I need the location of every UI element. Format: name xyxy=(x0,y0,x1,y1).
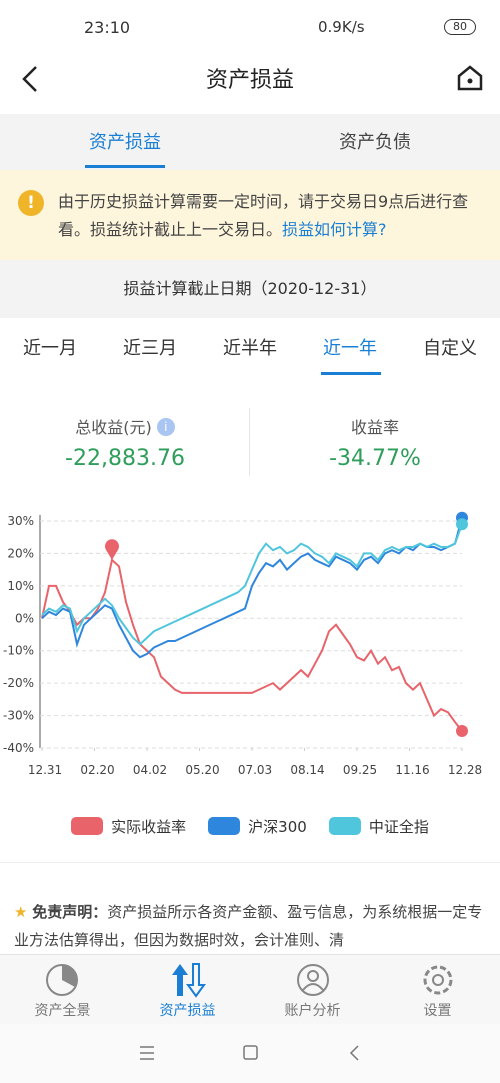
page-title: 资产损益 xyxy=(205,68,294,93)
stat-value: -22,883.76 xyxy=(65,446,185,471)
nav-icon xyxy=(423,965,453,995)
period-tabs: 近一月 近三月 近半年 近一年 自定义 xyxy=(0,334,500,378)
stat-label: 收益率 xyxy=(350,418,399,437)
nav-label[interactable]: 设置 xyxy=(423,1003,452,1019)
x-tick-label: 11.16 xyxy=(395,763,429,777)
legend-label: 沪深300 xyxy=(248,817,307,836)
series-line xyxy=(41,557,463,732)
system-bar xyxy=(0,1024,500,1083)
home-button[interactable] xyxy=(456,64,484,92)
legend-label: 实际收益率 xyxy=(111,817,187,836)
notice-text: 由于历史损益计算需要一定时间，请于交易日9点后进行查看。损益统计截止上一交易日。… xyxy=(58,188,478,244)
notice-body: 由于历史损益计算需要一定时间，请于交易日9点后进行查看。损益统计截止上一交易日。 xyxy=(58,192,469,239)
legend-swatch xyxy=(208,817,241,835)
info-icon[interactable]: i xyxy=(156,418,175,436)
period-tab[interactable]: 近半年 xyxy=(223,338,277,359)
series-line xyxy=(41,517,463,659)
chart: 30% 20% 10% 0% -10% -20% -30% -40% 12.31 02.20 04.… xyxy=(3,511,482,777)
nav-labels: 资产全景 资产损益 账户分析 设置 xyxy=(0,1000,500,1020)
stat-value: -34.77% xyxy=(329,446,421,471)
disclaimer-title: 免责声明： xyxy=(32,903,108,921)
nav-label[interactable]: 账户分析 xyxy=(284,1003,341,1019)
notice-icon: ! xyxy=(18,190,44,216)
tab-indicator xyxy=(85,165,165,168)
notice-link[interactable]: 损益如何计算? xyxy=(282,220,387,239)
legend-item: 沪深300 xyxy=(208,814,307,838)
period-tab[interactable]: 自定义 xyxy=(423,338,477,359)
end-marker xyxy=(456,518,468,531)
x-tick-label: 02.20 xyxy=(80,763,114,777)
stat-divider xyxy=(249,408,250,476)
status-speed: 0.9K/s xyxy=(318,18,365,36)
y-tick-label: -40% xyxy=(3,741,34,755)
nav-icon xyxy=(297,964,329,996)
status-time: 23:10 xyxy=(84,18,131,37)
legend-item: 实际收益率 xyxy=(71,814,186,838)
system-buttons xyxy=(140,1045,359,1061)
y-tick-label: -10% xyxy=(3,644,34,658)
tab-active[interactable]: 资产损益 xyxy=(89,132,161,153)
peak-pin xyxy=(105,539,119,560)
series-line xyxy=(41,523,463,646)
legend-label: 中证全指 xyxy=(368,817,429,836)
tab-bar xyxy=(0,114,500,170)
y-tick-label: 30% xyxy=(7,514,34,528)
x-tick-label: 08.14 xyxy=(290,763,324,777)
legend-item: 中证全指 xyxy=(328,814,429,838)
back-button[interactable] xyxy=(18,64,44,94)
disclaimer: ★ 免责声明：资产损益所示各资产金额、盈亏信息，为系统根据一定专业方法估算得出，… xyxy=(14,898,490,954)
y-tick-label: 20% xyxy=(7,546,34,560)
stat-label-text: 总收益(元) xyxy=(75,418,152,437)
end-marker xyxy=(456,725,468,738)
x-tick-label: 12.31 xyxy=(28,763,62,777)
disclaimer-text: 资产损益所示各资产金额、盈亏信息，为系统根据一定专业方法估算得出，但因为数据时效… xyxy=(14,903,483,949)
stat-label: 总收益(元) i xyxy=(0,414,250,438)
y-tick-label: 10% xyxy=(7,579,34,593)
y-tick-label: -20% xyxy=(3,676,34,690)
nav-label[interactable]: 资产全景 xyxy=(34,1003,91,1019)
period-indicator xyxy=(321,372,381,375)
period-tab[interactable]: 近一年 xyxy=(323,338,377,359)
legend-swatch xyxy=(328,817,361,835)
period-tab[interactable]: 近一月 xyxy=(23,338,77,359)
notice-box xyxy=(0,170,500,260)
bottom-nav xyxy=(0,954,500,1024)
legend-swatch xyxy=(71,817,104,835)
tab[interactable]: 资产负债 xyxy=(339,132,411,153)
legend: 实际收益率 沪深300 中证全指 xyxy=(0,814,500,838)
period-tab[interactable]: 近三月 xyxy=(123,338,177,359)
y-tick-label: 0% xyxy=(15,611,34,625)
cutoff-date: 损益计算截止日期（2020-12-31） xyxy=(0,260,500,318)
x-tick-label: 09.25 xyxy=(343,763,377,777)
nav-label[interactable]: 资产损益 xyxy=(159,1003,216,1019)
nav-icon-active xyxy=(172,963,206,998)
x-tick-label: 04.02 xyxy=(133,763,167,777)
y-tick-label: -30% xyxy=(3,709,34,723)
separator xyxy=(0,862,500,863)
nav-icon xyxy=(46,964,78,996)
x-tick-label: 12.28 xyxy=(448,763,482,777)
x-tick-label: 05.20 xyxy=(185,763,219,777)
star-icon: ★ xyxy=(14,903,28,921)
battery: 80 xyxy=(444,19,476,35)
x-tick-label: 07.03 xyxy=(238,763,272,777)
